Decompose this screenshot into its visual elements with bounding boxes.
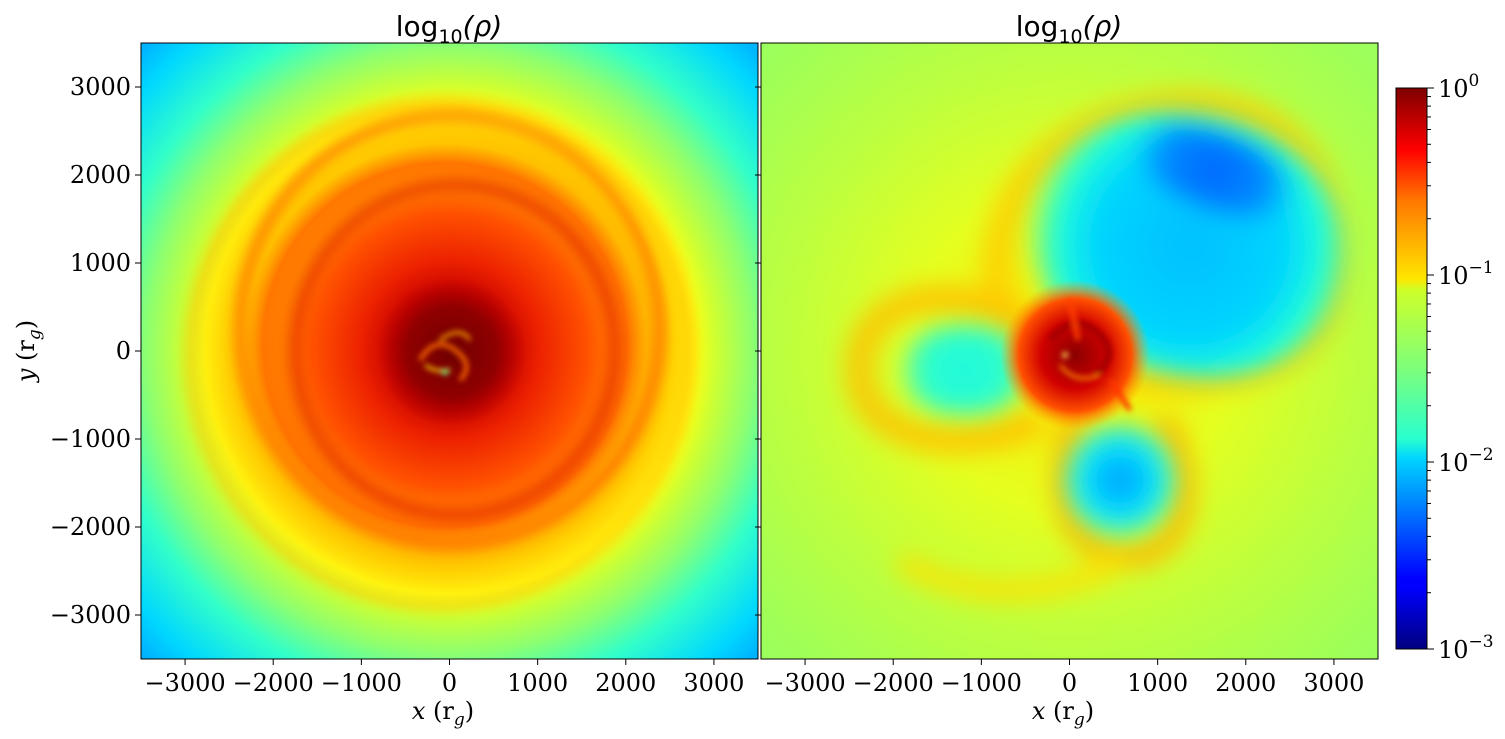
y-tick-label: 0 xyxy=(116,337,131,365)
y-tick-label: −3000 xyxy=(50,601,131,629)
x-tick-label: −3000 xyxy=(764,669,845,697)
left-x-axis-label: x (rg) xyxy=(412,697,474,730)
colorbar: 100 10−1 10−2 10−3 xyxy=(1395,71,1494,664)
colorbar-tick-label: 100 xyxy=(1438,71,1479,103)
right-core-filaments xyxy=(1047,299,1133,412)
x-tick-label: 0 xyxy=(1062,669,1077,697)
colorbar-tick-label: 10−2 xyxy=(1438,445,1494,477)
left-title: log10(ρ) xyxy=(396,10,503,48)
colorbar-ticks: 100 10−1 10−2 10−3 xyxy=(1427,71,1494,664)
right-x-axis-label: x (rg) xyxy=(1032,697,1094,730)
x-tick-label: −2000 xyxy=(233,669,314,697)
right-heatmap xyxy=(761,43,1378,659)
x-tick-label: −2000 xyxy=(853,669,934,697)
right-y-ticks xyxy=(755,86,761,616)
left-x-ticks: −3000 −2000 −1000 0 1000 2000 3000 xyxy=(144,659,744,697)
right-panel: log10(ρ) −3000 −2000 −1000 0 1000 2000 3000 x … xyxy=(755,10,1379,730)
right-x-ticks: −3000 −2000 −1000 0 1000 2000 3000 xyxy=(764,659,1364,697)
right-title: log10(ρ) xyxy=(1016,10,1123,48)
x-tick-label: 0 xyxy=(442,669,457,697)
colorbar-tick-label: 10−3 xyxy=(1438,632,1494,664)
y-tick-label: −2000 xyxy=(50,513,131,541)
left-heatmap xyxy=(141,43,758,659)
colorbar-gradient xyxy=(1395,87,1428,650)
y-tick-label: 3000 xyxy=(70,73,131,101)
left-panel: log10(ρ) −3000 −2000 −1000 0 1000 2000 3000 −3… xyxy=(12,10,759,730)
x-tick-label: 2000 xyxy=(1215,669,1276,697)
x-tick-label: 1000 xyxy=(1127,669,1188,697)
x-tick-label: 1000 xyxy=(507,669,568,697)
x-tick-label: −1000 xyxy=(321,669,402,697)
y-tick-label: 1000 xyxy=(70,249,131,277)
colorbar-tick-label: 10−1 xyxy=(1438,258,1494,290)
x-tick-label: −1000 xyxy=(941,669,1022,697)
x-tick-label: 3000 xyxy=(683,669,744,697)
left-y-ticks: −3000 −2000 −1000 0 1000 2000 3000 xyxy=(50,73,141,629)
left-y-axis-label: y (rg) xyxy=(12,320,45,383)
x-tick-label: 3000 xyxy=(1303,669,1364,697)
x-tick-label: −3000 xyxy=(144,669,225,697)
x-tick-label: 2000 xyxy=(595,669,656,697)
left-core-filaments xyxy=(418,331,472,382)
y-tick-label: 2000 xyxy=(70,161,131,189)
y-tick-label: −1000 xyxy=(50,425,131,453)
